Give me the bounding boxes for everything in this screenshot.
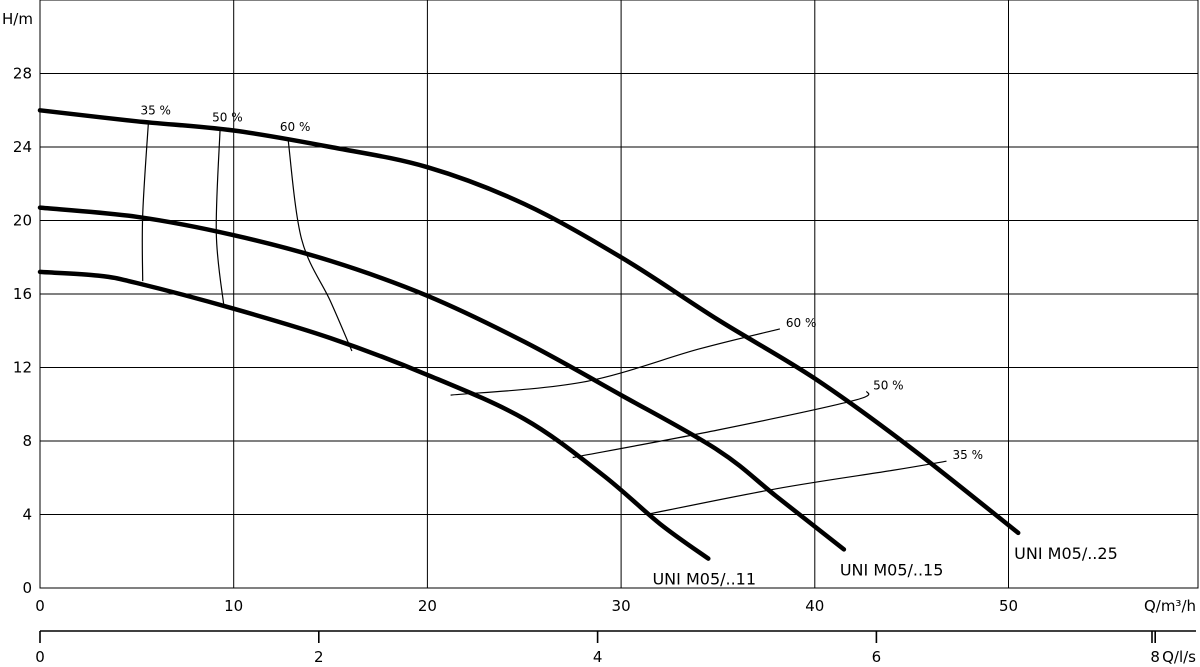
pump-curve-line <box>37 269 711 561</box>
efficiency-line-lower <box>572 390 870 459</box>
efficiency-label-lower: 60 % <box>786 316 817 330</box>
y-tick-label: 20 <box>13 212 32 230</box>
y-tick-label: 28 <box>13 65 32 83</box>
x2-tick-label: 2 <box>314 648 324 666</box>
efficiency-line-upper <box>287 137 353 352</box>
series-label: UNI M05/..15 <box>840 560 944 579</box>
x2-tick-label: 6 <box>872 648 882 666</box>
grid-lines <box>39 0 1199 589</box>
pump-curves <box>37 108 1021 561</box>
efficiency-line-upper <box>215 128 225 307</box>
y-tick-label: 24 <box>13 138 32 156</box>
efficiency-line-lower <box>450 328 781 396</box>
x-tick-label: 40 <box>805 597 824 615</box>
x-tick-label: 0 <box>35 597 45 615</box>
x2-tick-label: 4 <box>593 648 603 666</box>
y-axis-label: H/m <box>2 10 33 28</box>
efficiency-line-lower <box>646 460 947 516</box>
y-tick-label: 16 <box>13 285 32 303</box>
axes: 010203040500481216202428H/mQ/m³/h0246810… <box>2 10 1196 666</box>
series-label: UNI M05/..11 <box>652 570 756 589</box>
pump-curve-line <box>37 205 847 552</box>
x2-axis-label: Q/l/s <box>1162 648 1196 666</box>
x-tick-label: 10 <box>224 597 243 615</box>
x2-tick-label: 0 <box>35 648 45 666</box>
x-axis-label: Q/m³/h <box>1144 597 1196 615</box>
y-tick-label: 4 <box>22 506 32 524</box>
x-tick-label: 30 <box>612 597 631 615</box>
y-tick-label: 0 <box>22 579 32 597</box>
efficiency-label-upper: 35 % <box>140 103 171 117</box>
efficiency-label-lower: 50 % <box>873 378 904 392</box>
pump-curve-line <box>37 108 1021 536</box>
efficiency-line-upper <box>141 121 150 282</box>
y-tick-label: 8 <box>22 432 32 450</box>
labels: 35 % 35 % 50 % 50 % 60 % 60 % UNI M05/..25 UNI … <box>140 103 1117 588</box>
x-tick-label: 50 <box>999 597 1018 615</box>
series-label: UNI M05/..25 <box>1014 544 1118 563</box>
efficiency-label-lower: 35 % <box>953 448 984 462</box>
x-tick-label: 20 <box>418 597 437 615</box>
efficiency-label-upper: 50 % <box>212 111 243 125</box>
efficiency-lines <box>141 121 947 516</box>
efficiency-label-upper: 60 % <box>280 120 311 134</box>
x2-tick-label: 8 <box>1150 648 1160 666</box>
y-tick-label: 12 <box>13 359 32 377</box>
